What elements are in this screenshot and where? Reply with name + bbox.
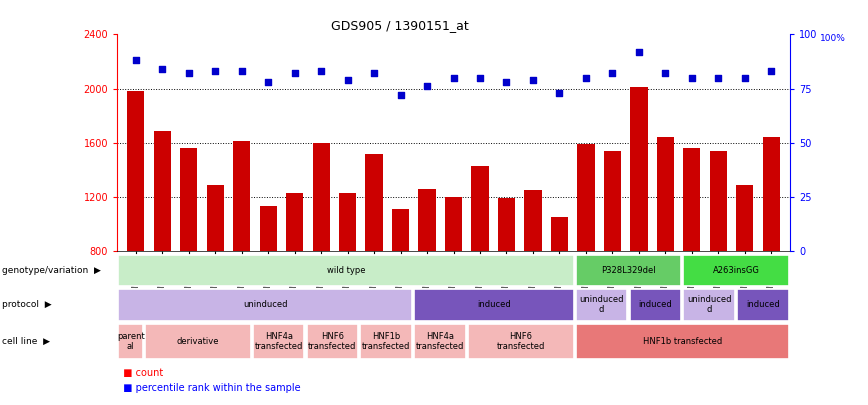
- Text: derivative: derivative: [177, 337, 219, 346]
- Point: [181, 70, 195, 77]
- Point: [500, 79, 514, 85]
- Bar: [418, 189, 436, 251]
- Bar: [118, 254, 574, 286]
- Point: [632, 49, 646, 55]
- Text: 100%: 100%: [820, 34, 846, 43]
- Bar: [360, 324, 412, 359]
- Text: cell line  ▶: cell line ▶: [2, 337, 49, 346]
- Text: genotype/variation  ▶: genotype/variation ▶: [2, 266, 101, 275]
- Point: [420, 83, 434, 90]
- Text: uninduced: uninduced: [243, 300, 287, 309]
- Point: [553, 90, 567, 96]
- Text: induced: induced: [746, 300, 779, 309]
- Point: [340, 77, 354, 83]
- Text: wild type: wild type: [326, 266, 365, 275]
- Bar: [524, 190, 542, 251]
- Bar: [154, 130, 171, 251]
- Bar: [392, 209, 409, 251]
- Bar: [468, 324, 574, 359]
- Bar: [710, 151, 727, 251]
- Point: [526, 77, 540, 83]
- Text: HNF1b
transfected: HNF1b transfected: [362, 332, 411, 351]
- Bar: [629, 289, 681, 321]
- Point: [446, 75, 460, 81]
- Text: ■ count: ■ count: [117, 368, 163, 378]
- Point: [712, 75, 726, 81]
- Bar: [414, 324, 466, 359]
- Bar: [575, 324, 789, 359]
- Text: HNF6
transfected: HNF6 transfected: [308, 332, 357, 351]
- Bar: [306, 324, 358, 359]
- Point: [659, 70, 673, 77]
- Bar: [365, 153, 383, 251]
- Text: parent
al: parent al: [117, 332, 144, 351]
- Point: [261, 79, 275, 85]
- Bar: [683, 289, 735, 321]
- Bar: [763, 137, 780, 251]
- Bar: [145, 324, 251, 359]
- Bar: [657, 137, 674, 251]
- Point: [606, 70, 620, 77]
- Point: [155, 66, 169, 72]
- Bar: [207, 185, 224, 251]
- Point: [393, 92, 407, 98]
- Bar: [260, 207, 277, 251]
- Text: protocol  ▶: protocol ▶: [2, 300, 51, 309]
- Title: GDS905 / 1390151_at: GDS905 / 1390151_at: [331, 19, 469, 32]
- Bar: [127, 91, 144, 251]
- Bar: [630, 87, 648, 251]
- Bar: [118, 324, 143, 359]
- Point: [473, 75, 487, 81]
- Bar: [575, 254, 681, 286]
- Text: HNF4a
transfected: HNF4a transfected: [416, 332, 464, 351]
- Text: induced: induced: [639, 300, 672, 309]
- Bar: [604, 151, 621, 251]
- Bar: [118, 289, 412, 321]
- Text: HNF4a
transfected: HNF4a transfected: [254, 332, 303, 351]
- Bar: [286, 193, 303, 251]
- Text: induced: induced: [477, 300, 510, 309]
- Text: uninduced
d: uninduced d: [579, 295, 624, 314]
- Point: [314, 68, 328, 75]
- Bar: [414, 289, 574, 321]
- Text: A263insGG: A263insGG: [713, 266, 760, 275]
- Point: [234, 68, 248, 75]
- Bar: [312, 143, 330, 251]
- Bar: [233, 141, 250, 251]
- Bar: [736, 185, 753, 251]
- Bar: [575, 289, 628, 321]
- Bar: [498, 198, 515, 251]
- Bar: [551, 217, 568, 251]
- Text: HNF1b transfected: HNF1b transfected: [642, 337, 722, 346]
- Bar: [339, 193, 356, 251]
- Bar: [683, 148, 700, 251]
- Point: [738, 75, 752, 81]
- Point: [208, 68, 222, 75]
- Point: [367, 70, 381, 77]
- Bar: [577, 144, 595, 251]
- Point: [579, 75, 593, 81]
- Bar: [445, 197, 462, 251]
- Point: [765, 68, 779, 75]
- Bar: [471, 166, 489, 251]
- Point: [287, 70, 301, 77]
- Bar: [180, 148, 197, 251]
- Text: ■ percentile rank within the sample: ■ percentile rank within the sample: [117, 383, 301, 393]
- Text: P328L329del: P328L329del: [602, 266, 655, 275]
- Text: uninduced
d: uninduced d: [687, 295, 732, 314]
- Bar: [683, 254, 789, 286]
- Text: HNF6
transfected: HNF6 transfected: [496, 332, 545, 351]
- Point: [128, 57, 142, 64]
- Bar: [253, 324, 305, 359]
- Point: [685, 75, 699, 81]
- Bar: [737, 289, 789, 321]
